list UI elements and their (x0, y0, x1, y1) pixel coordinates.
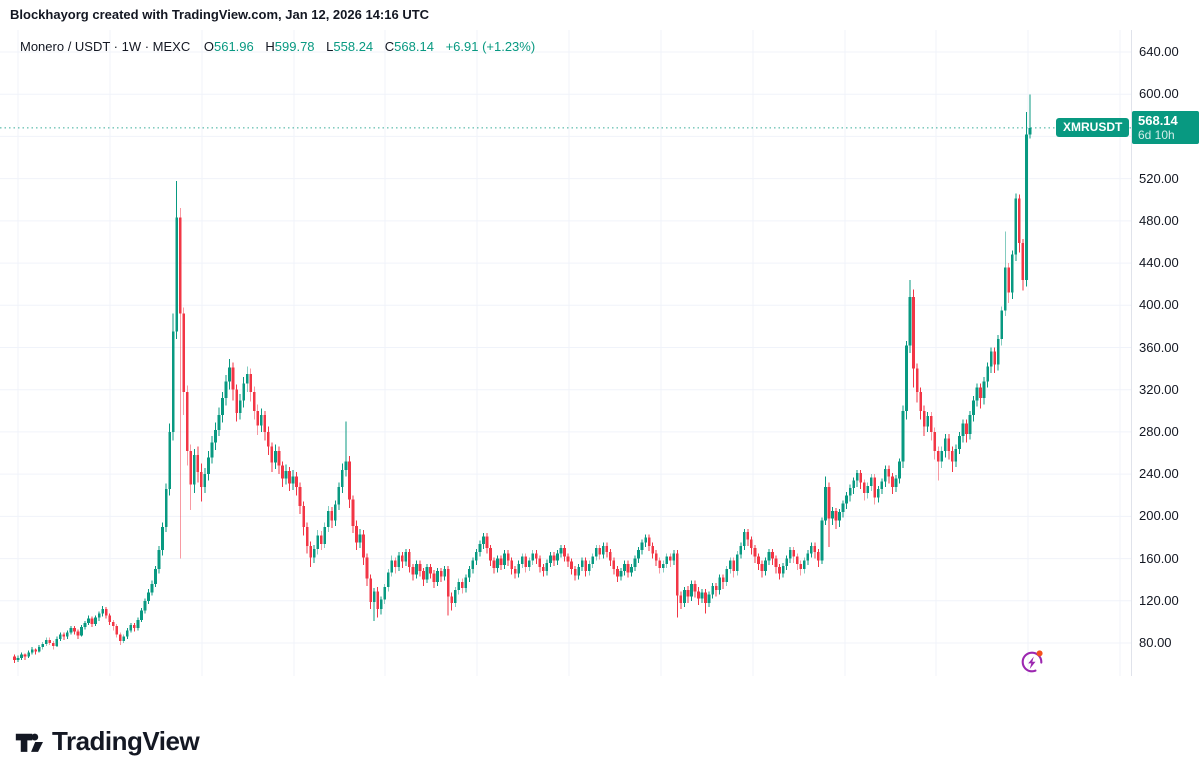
price-tick-label: 400.00 (1139, 297, 1179, 313)
candlestick-series (13, 94, 1032, 664)
close-value: 568.14 (394, 39, 434, 54)
chart-area[interactable]: Monero / USDT · 1W · MEXC O561.96 H599.7… (0, 30, 1200, 737)
tradingview-logo[interactable]: TradingView (14, 726, 200, 757)
price-tick-label: 440.00 (1139, 255, 1179, 271)
price-tick-label: 240.00 (1139, 466, 1179, 482)
symbol-price-flag: XMRUSDT (1056, 118, 1130, 138)
last-price: 568.14 (1138, 112, 1178, 128)
low-label: L (326, 39, 334, 54)
attribution-text: Blockhayorg created with TradingView.com… (10, 7, 430, 22)
price-tick-label: 640.00 (1139, 44, 1179, 59)
notification-dot (1036, 650, 1043, 657)
change-value: +6.91 (+1.23%) (445, 39, 536, 54)
price-tick-label: 360.00 (1139, 339, 1179, 355)
price-tick-label: 80.00 (1139, 635, 1172, 650)
streams-lightning-icon[interactable] (1019, 648, 1045, 679)
grid-lines (0, 30, 1131, 676)
price-tick-label: 200.00 (1139, 508, 1179, 524)
tradingview-mark-icon (15, 733, 43, 752)
price-tick-label: 480.00 (1139, 212, 1179, 228)
price-label-badge: 568.14 6d 10h (1132, 110, 1199, 144)
price-tick-label: 320.00 (1139, 381, 1179, 397)
high-label: H (265, 39, 275, 54)
symbol-legend[interactable]: Monero / USDT · 1W · MEXC O561.96 H599.7… (20, 39, 535, 54)
candlestick-chart[interactable] (0, 30, 1131, 676)
close-label: C (384, 39, 395, 54)
open-label: O (203, 39, 214, 54)
price-tick-label: 120.00 (1139, 592, 1179, 608)
tradingview-wordmark: TradingView (52, 726, 200, 756)
open-value: 561.96 (213, 39, 254, 54)
price-tick-label: 520.00 (1139, 170, 1179, 186)
price-tick-label: 600.00 (1139, 86, 1179, 102)
low-value: 558.24 (333, 39, 374, 54)
streams-circle (1021, 651, 1043, 673)
bar-countdown: 6d 10h (1138, 127, 1175, 142)
symbol-title[interactable]: Monero / USDT · 1W · MEXC (20, 39, 191, 54)
lightning-bolt-icon (1028, 656, 1036, 669)
price-tick-label: 160.00 (1139, 550, 1179, 566)
footer: TradingView (0, 706, 1200, 774)
price-tick-label: 280.00 (1139, 423, 1179, 439)
high-value: 599.78 (274, 39, 315, 54)
